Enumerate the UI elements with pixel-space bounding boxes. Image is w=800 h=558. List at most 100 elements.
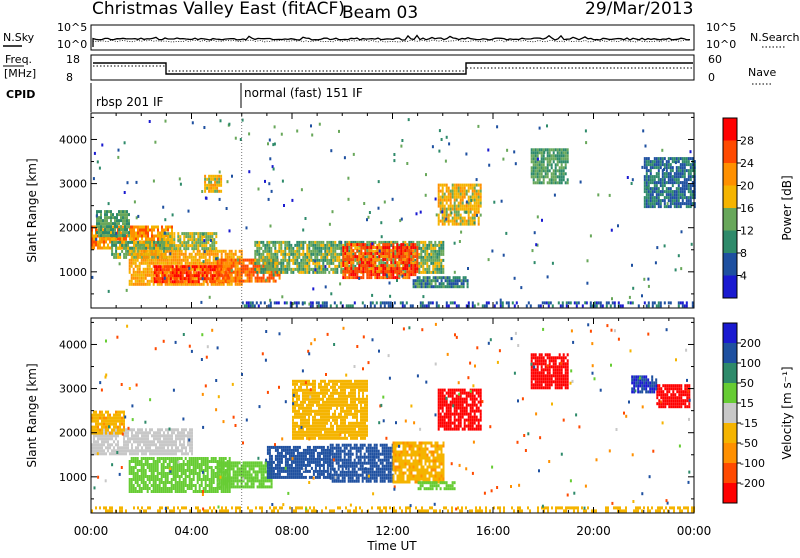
data-cell (233, 277, 235, 280)
data-cell (314, 247, 316, 250)
nave-label: Nave (748, 66, 776, 79)
data-cell (322, 265, 324, 268)
data-cell (151, 280, 153, 283)
cpid-label: CPID (6, 88, 35, 101)
data-cell (555, 169, 557, 172)
data-cell (374, 273, 376, 276)
data-cell (304, 271, 306, 274)
data-cell (422, 256, 424, 259)
data-cell (161, 481, 163, 484)
data-cell (110, 222, 112, 225)
data-cell (124, 225, 126, 228)
data-cell (149, 475, 151, 478)
data-cell (300, 271, 302, 274)
data-cell (107, 446, 109, 449)
data-cell (378, 270, 380, 273)
data-cell (396, 264, 398, 267)
data-cell (561, 169, 563, 172)
scatter-cell (219, 171, 221, 174)
data-cell (680, 172, 682, 175)
data-cell (216, 184, 218, 187)
data-cell (480, 193, 482, 196)
data-cell (680, 157, 682, 160)
data-cell (149, 452, 151, 455)
data-cell (366, 270, 368, 273)
data-cell (156, 265, 158, 268)
data-cell (219, 259, 221, 262)
data-cell (676, 202, 678, 205)
scatter-cell (215, 257, 217, 260)
data-cell (143, 262, 145, 265)
data-cell (392, 267, 394, 270)
data-cell (171, 460, 173, 463)
data-cell (269, 277, 271, 280)
data-cell (174, 268, 176, 271)
data-cell (141, 247, 143, 250)
data-cell (419, 276, 421, 279)
scatter-cell (344, 156, 346, 159)
data-cell (181, 232, 183, 235)
data-cell (127, 244, 129, 247)
data-cell (466, 205, 468, 208)
data-cell (237, 277, 239, 280)
data-cell (682, 181, 684, 184)
data-cell (354, 252, 356, 255)
data-cell (398, 255, 400, 258)
data-cell (549, 181, 551, 184)
data-cell (229, 250, 231, 253)
data-cell (256, 301, 258, 304)
data-cell (427, 285, 429, 288)
data-cell (670, 175, 672, 178)
data-cell (380, 241, 382, 244)
data-cell (394, 258, 396, 261)
data-cell (464, 184, 466, 187)
data-cell (215, 262, 217, 265)
data-cell (432, 247, 434, 250)
data-cell (292, 262, 294, 265)
data-cell (149, 463, 151, 466)
data-cell (180, 280, 182, 283)
data-cell (187, 283, 189, 286)
data-cell (153, 460, 155, 463)
data-cell (362, 243, 364, 246)
data-cell (206, 268, 208, 271)
data-cell (438, 193, 440, 196)
data-cell (470, 208, 472, 211)
data-cell (318, 304, 320, 307)
data-cell (139, 256, 141, 259)
data-cell (147, 446, 149, 449)
data-cell (680, 205, 682, 208)
data-cell (191, 244, 193, 247)
data-cell (216, 190, 218, 193)
data-cell (426, 250, 428, 253)
data-cell (362, 273, 364, 276)
data-cell (157, 478, 159, 481)
data-cell (438, 271, 440, 274)
data-cell (149, 229, 151, 232)
data-cell (352, 261, 354, 264)
data-cell (388, 252, 390, 255)
data-cell (676, 178, 678, 181)
data-cell (107, 247, 109, 250)
data-cell (430, 271, 432, 274)
data-cell (189, 283, 191, 286)
data-cell (131, 431, 133, 434)
data-cell (544, 301, 546, 304)
data-cell (404, 261, 406, 264)
data-cell (656, 184, 658, 187)
data-cell (162, 271, 164, 274)
data-cell (102, 231, 104, 234)
data-cell (672, 202, 674, 205)
data-cell (124, 234, 126, 237)
data-cell (262, 253, 264, 256)
data-cell (455, 279, 457, 282)
data-cell (678, 304, 680, 307)
data-cell (167, 466, 169, 469)
data-cell (159, 262, 161, 265)
data-cell (557, 163, 559, 166)
data-cell (151, 478, 153, 481)
data-cell (476, 190, 478, 193)
data-cell (535, 172, 537, 175)
data-cell (165, 452, 167, 455)
data-cell (344, 273, 346, 276)
